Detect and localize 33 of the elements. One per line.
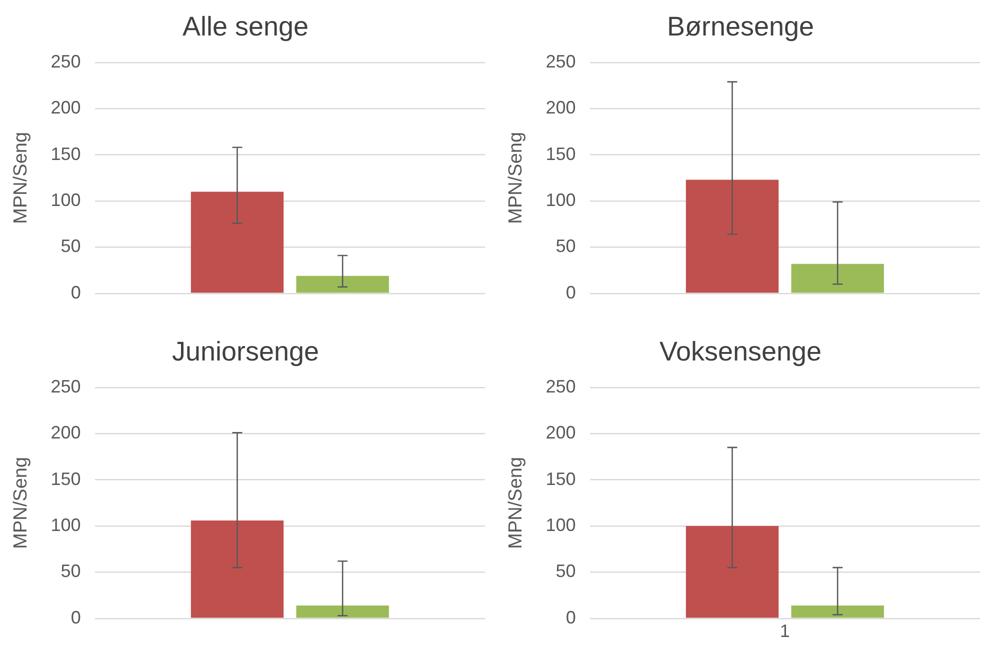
chart-title: Børnesenge (666, 12, 814, 42)
y-tick-label: 50 (556, 561, 576, 582)
y-tick-label: 200 (50, 422, 81, 443)
y-tick-label: 0 (566, 282, 576, 302)
y-tick-label: 100 (546, 514, 576, 535)
x-tick-label: 1 (780, 621, 790, 642)
y-tick-label: 150 (546, 144, 576, 164)
chart-title: Voksensenge (659, 336, 822, 367)
y-tick-label: 0 (566, 607, 576, 628)
y-tick-label: 200 (50, 98, 81, 118)
y-tick-label: 200 (546, 422, 576, 443)
y-tick-label: 250 (50, 376, 81, 396)
y-tick-label: 150 (50, 144, 81, 164)
y-tick-label: 200 (546, 98, 576, 118)
y-tick-label: 100 (50, 514, 81, 535)
y-tick-label: 50 (60, 236, 81, 256)
y-tick-label: 250 (50, 51, 81, 72)
chart-title: Alle senge (182, 12, 309, 42)
y-tick-label: 0 (70, 282, 81, 302)
y-tick-label: 100 (546, 190, 576, 210)
y-tick-label: 150 (546, 468, 576, 489)
y-tick-label: 150 (50, 468, 81, 489)
y-tick-label: 100 (50, 190, 81, 210)
y-tick-label: 50 (60, 561, 81, 582)
y-axis-title: MPN/Seng (506, 456, 527, 549)
y-tick-label: 50 (556, 236, 576, 256)
y-axis-title: MPN/Seng (506, 132, 527, 224)
y-tick-label: 250 (546, 376, 576, 396)
y-tick-label: 250 (546, 51, 576, 72)
y-tick-label: 0 (70, 607, 81, 628)
y-axis-title: MPN/Seng (10, 132, 32, 224)
y-axis-title: MPN/Seng (10, 456, 32, 549)
chart-title: Juniorsenge (172, 336, 320, 367)
